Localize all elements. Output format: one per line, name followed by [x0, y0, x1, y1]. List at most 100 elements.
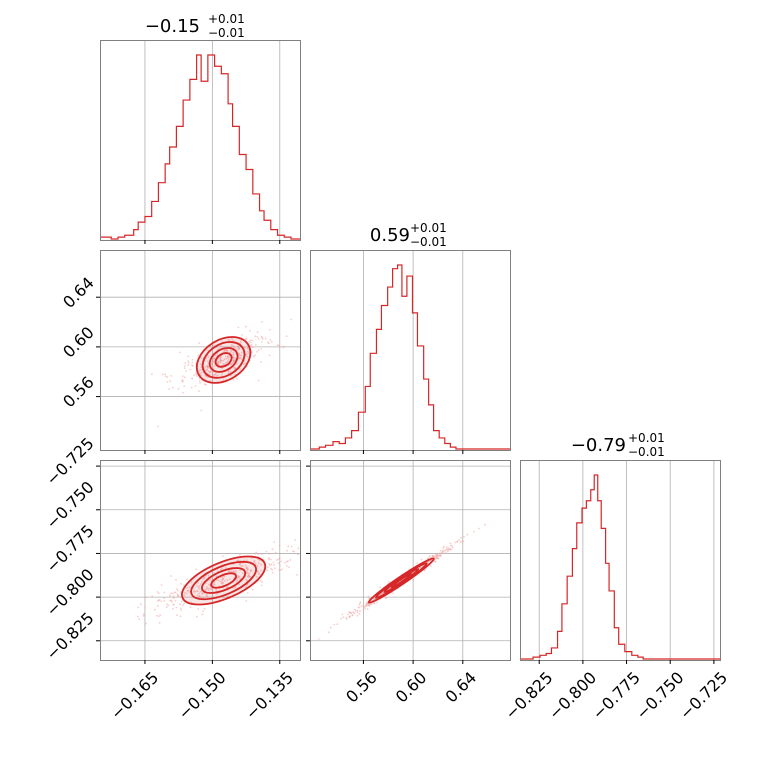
scatter-point-pair-0-1 [195, 373, 198, 375]
scatter-point-pair-0-1 [215, 375, 218, 377]
scatter-point-pair-0-1 [260, 341, 263, 343]
scatter-point-pair-1-2 [358, 612, 361, 615]
scatter-point-pair-0-2 [245, 586, 247, 588]
scatter-point-pair-0-1 [227, 371, 230, 373]
scatter-point-pair-0-1 [232, 353, 235, 356]
scatter-point-pair-0-2 [196, 590, 198, 592]
scatter-point-pair-0-2 [207, 583, 210, 586]
scatter-point-pair-0-2 [256, 564, 259, 567]
scatter-point-pair-0-1 [203, 383, 206, 386]
scatter-point-pair-0-2 [170, 592, 173, 594]
scatter-point-pair-0-1 [257, 349, 260, 352]
scatter-point-pair-1-2 [456, 540, 459, 543]
scatter-point-pair-0-2 [183, 602, 186, 605]
scatter-point-pair-1-2 [434, 557, 437, 560]
scatter-point-pair-1-2 [466, 533, 469, 536]
scatter-point-pair-1-2 [438, 554, 441, 557]
scatter-point-pair-0-1 [161, 373, 164, 376]
scatter-point-pair-0-1 [234, 373, 237, 376]
scatter-point-pair-0-2 [296, 574, 298, 576]
scatter-point-pair-0-2 [215, 579, 218, 581]
scatter-point-pair-0-1 [183, 385, 186, 388]
scatter-point-pair-0-2 [190, 581, 193, 584]
title-plus-param-1: +0.01 [410, 221, 447, 235]
scatter-point-pair-1-2 [429, 565, 432, 568]
scatter-point-pair-0-2 [236, 579, 239, 582]
scatter-point-pair-0-2 [168, 595, 171, 598]
scatter-point-pair-0-1 [189, 368, 192, 371]
tick-label-x-p1-2: 0.64 [441, 668, 480, 707]
scatter-point-pair-1-2 [441, 551, 444, 553]
scatter-point-pair-0-2 [273, 564, 275, 566]
tick-label-x-p2-2: −0.775 [589, 668, 644, 723]
scatter-point-pair-0-2 [170, 599, 173, 602]
scatter-point-pair-1-2 [364, 605, 367, 607]
scatter-point-pair-0-2 [278, 544, 281, 547]
scatter-point-pair-0-1 [205, 357, 208, 360]
scatter-point-pair-0-1 [249, 329, 251, 332]
scatter-point-pair-1-2 [416, 562, 419, 564]
scatter-point-pair-0-1 [187, 362, 190, 364]
scatter-point-pair-0-2 [183, 594, 186, 597]
scatter-point-pair-0-2 [174, 599, 177, 602]
scatter-point-pair-0-1 [231, 337, 234, 340]
scatter-point-pair-0-2 [261, 581, 263, 583]
scatter-point-pair-0-1 [251, 339, 254, 342]
scatter-point-pair-0-2 [293, 550, 296, 553]
scatter-point-pair-0-2 [225, 586, 228, 589]
scatter-point-pair-0-1 [199, 369, 201, 372]
scatter-point-pair-0-1 [248, 340, 251, 343]
scatter-point-pair-0-1 [191, 377, 194, 380]
scatter-point-pair-0-2 [197, 586, 200, 588]
scatter-point-pair-1-2 [462, 540, 464, 543]
scatter-point-pair-0-1 [285, 335, 288, 338]
scatter-point-pair-0-2 [271, 568, 274, 571]
scatter-point-pair-1-2 [353, 612, 356, 615]
scatter-point-pair-0-1 [231, 362, 234, 365]
scatter-point-pair-0-1 [256, 331, 259, 333]
scatter-point-pair-0-2 [270, 558, 272, 561]
scatter-point-pair-0-1 [251, 346, 254, 348]
scatter-point-pair-0-2 [245, 600, 248, 602]
scatter-point-pair-0-1 [224, 349, 227, 352]
scatter-point-pair-0-1 [208, 373, 211, 376]
scatter-point-pair-0-1 [228, 356, 231, 358]
scatter-point-pair-1-2 [449, 542, 452, 545]
scatter-point-pair-0-1 [264, 337, 267, 340]
scatter-point-pair-0-1 [268, 354, 271, 357]
scatter-point-pair-0-1 [190, 386, 193, 389]
scatter-point-pair-0-2 [269, 564, 271, 567]
scatter-point-pair-0-1 [256, 336, 258, 338]
scatter-point-pair-0-1 [183, 367, 186, 369]
histogram-param-1 [310, 264, 510, 450]
scatter-point-pair-0-1 [187, 360, 190, 362]
scatter-point-pair-1-2 [376, 601, 378, 604]
scatter-point-pair-0-1 [256, 350, 258, 353]
scatter-point-pair-1-2 [420, 558, 423, 561]
scatter-point-pair-0-2 [228, 570, 231, 573]
title-minus-param-0: −0.01 [208, 26, 245, 40]
scatter-point-pair-0-2 [272, 571, 274, 574]
scatter-point-pair-0-1 [177, 387, 180, 390]
scatter-point-pair-0-1 [229, 351, 232, 354]
scatter-point-pair-0-2 [145, 596, 147, 599]
scatter-point-pair-0-1 [204, 366, 207, 368]
title-minus-param-2: −0.01 [628, 445, 665, 459]
scatter-point-pair-0-2 [258, 573, 260, 575]
scatter-point-pair-0-2 [223, 580, 226, 582]
scatter-point-pair-1-2 [432, 555, 435, 558]
scatter-point-pair-0-2 [260, 584, 263, 587]
scatter-point-pair-1-2 [440, 554, 442, 557]
tick-label-y-p2-2: −0.775 [42, 521, 97, 576]
scatter-point-pair-0-2 [158, 615, 160, 618]
scatter-point-pair-1-2 [428, 555, 431, 558]
scatter-point-pair-0-2 [266, 569, 269, 572]
scatter-point-pair-0-2 [277, 558, 280, 560]
scatter-point-pair-1-2 [362, 604, 365, 607]
scatter-point-pair-1-2 [357, 606, 360, 609]
scatter-point-pair-0-1 [184, 376, 186, 379]
scatter-point-pair-0-2 [173, 591, 176, 594]
scatter-point-pair-1-2 [329, 626, 332, 629]
tick-label-x-p2-0: −0.825 [501, 668, 556, 723]
scatter-point-pair-0-1 [213, 357, 216, 360]
